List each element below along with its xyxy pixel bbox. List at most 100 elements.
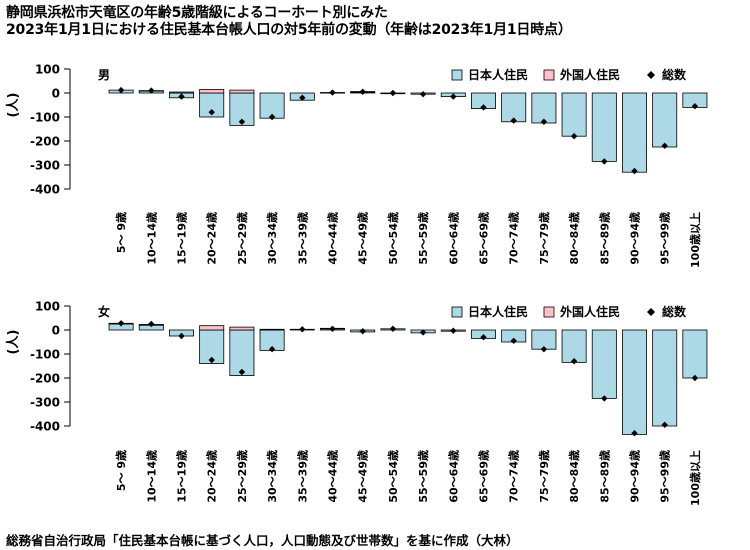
total-marker [208,109,215,116]
panel-label: 女 [98,304,110,319]
total-marker [570,133,578,140]
total-marker [268,346,276,353]
legend-label: 総数 [662,304,687,319]
panel-male: 100 0 -100 -200 -300 -400 (人) 男 5～ 9歳 10～14歳 15～19… [5,63,708,268]
category-label: 55～59歳 [416,450,430,503]
total-marker [691,374,699,382]
bar-japanese [682,329,708,379]
y-tick-label: -200 [30,372,60,386]
bar-foreign [229,326,255,331]
total-marker [631,430,638,437]
bar-foreign [169,91,194,94]
category-label: 45～49歳 [356,450,370,503]
category-label: 15～19歳 [175,450,189,503]
category-label: 20～24歳 [205,212,219,265]
category-label: 80～84歳 [567,212,581,265]
total-marker [691,103,699,110]
legend-label: 日本人住民 [468,67,528,82]
category-label: 80～84歳 [567,450,581,503]
category-label: 70～74歳 [507,212,521,265]
category-label: 65～69歳 [477,450,491,503]
category-label: 15～19歳 [175,212,189,265]
legend-label: 総数 [662,67,687,82]
category-label: 65～69歳 [477,212,491,265]
total-marker [359,88,366,95]
bar-japanese [622,329,647,435]
category-label: 20～24歳 [205,450,219,503]
category-label: 30～34歳 [265,212,279,265]
bar-japanese [531,92,557,124]
total-marker [450,93,457,100]
category-label: 35～39歳 [295,450,309,503]
y-tick-label: -300 [30,159,60,173]
total-marker [238,368,246,376]
category-label: 35～39歳 [295,212,309,265]
total-marker [268,113,276,121]
legend-label: 外国人住民 [560,67,620,82]
y-tick-label: -100 [30,111,60,125]
total-marker [178,332,185,340]
total-marker [299,94,306,101]
total-marker [631,167,638,175]
total-marker [540,346,548,353]
legend-swatch [647,71,655,79]
total-marker [208,356,215,364]
y-axis-label: (人) [5,93,21,118]
y-tick-label: 0 [52,324,60,338]
total-marker [601,395,608,402]
bar-japanese [501,92,527,123]
total-marker [329,325,336,333]
category-label: 90～94歳 [628,450,642,503]
y-tick-label: -400 [30,183,60,197]
category-label: 70～74歳 [507,450,521,503]
category-label: 95～99歳 [658,212,672,265]
y-tick-label: -200 [30,135,60,149]
chart-title-line1: 静岡県浜松市天竜区の年齢5歳階級によるコーホート別にみた [6,5,388,21]
bar-japanese [561,92,587,137]
legend-swatch [543,306,555,318]
y-tick-label: 100 [35,63,60,77]
category-label: 40～44歳 [326,450,340,503]
legend-swatch [451,306,463,318]
category-label: 10～14歳 [144,450,158,503]
category-label: 100歳以上 [688,212,702,268]
y-tick-label: -400 [30,420,60,434]
total-marker [540,118,548,125]
total-marker [480,104,487,111]
bar-foreign [199,89,225,94]
y-tick-label: 0 [52,87,60,101]
total-marker [389,89,397,97]
legend-label: 日本人住民 [468,304,528,319]
total-marker [510,117,517,124]
category-label: 25～29歳 [235,212,249,265]
total-marker [238,118,246,125]
category-label: 55～59歳 [416,212,430,265]
bar-foreign [229,89,255,94]
panel-female: 100 0 -100 -200 -300 -400 (人) 女 5～ 9歳 10～14歳 15～19… [5,300,708,506]
total-marker [299,326,306,333]
bar-japanese [561,329,587,363]
panel-label: 男 [98,68,110,82]
y-tick-label: -300 [30,396,60,410]
total-marker [329,89,336,96]
total-marker [450,327,457,334]
total-marker [389,325,397,333]
bar-foreign [199,325,225,331]
category-label: 100歳以上 [688,450,702,506]
bar-foreign [259,328,285,331]
y-tick-label: -100 [30,348,60,362]
total-marker [117,86,125,94]
chart-title-line2: 2023年1月1日における住民基本台帳人口の対5年前の変動（年齢は2023年1月… [6,22,572,38]
bar-japanese [229,329,255,376]
category-label: 5～ 9歳 [114,450,128,491]
total-marker [148,87,155,94]
total-marker [178,93,185,100]
total-marker [148,320,155,328]
category-label: 5～ 9歳 [114,212,128,253]
category-label: 75～79歳 [537,450,551,503]
category-label: 85～89歳 [597,450,611,503]
total-marker [359,328,366,335]
bar-japanese [622,92,647,173]
total-marker [661,421,668,429]
